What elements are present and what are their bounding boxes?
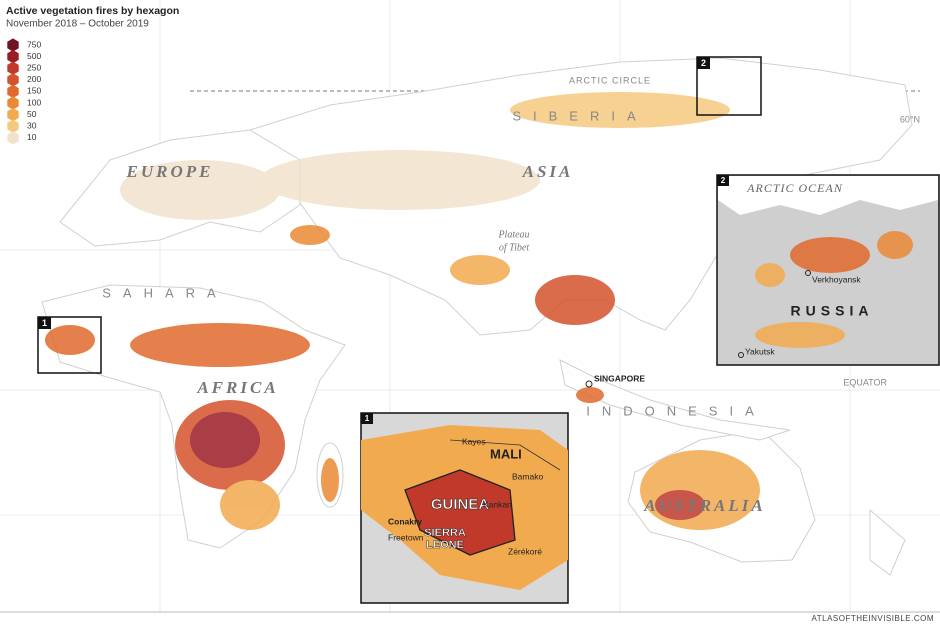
- ocean-label: ARCTIC OCEAN: [746, 181, 843, 195]
- legend-swatch: [7, 108, 19, 122]
- region-label: SIBERIA: [512, 108, 647, 123]
- inset-2: 2 ARCTIC OCEAN Verkhoyansk RUSSIA Yakuts…: [716, 174, 940, 366]
- legend-label: 150: [27, 86, 41, 96]
- credit: ATLASOFTHEINVISIBLE.COM: [812, 614, 934, 623]
- city-label: Kankan: [483, 499, 512, 509]
- fire-patch: [510, 92, 730, 128]
- equator-label: EQUATOR: [843, 377, 887, 387]
- inset-number-box: [717, 175, 729, 186]
- city-label: Zérékoré: [508, 546, 542, 556]
- city-label: Verkhoyansk: [812, 274, 861, 284]
- legend-label: 30: [27, 120, 37, 130]
- legend-swatch: [7, 50, 19, 64]
- city-label: Bamako: [512, 471, 543, 481]
- region-label: EUROPE: [126, 162, 214, 181]
- fire-patch: [450, 255, 510, 285]
- inset-number-box: [361, 413, 373, 424]
- city-label: Freetown: [388, 532, 424, 542]
- region-label: INDONESIA: [586, 403, 766, 418]
- city-label: Kayes: [462, 436, 486, 446]
- border: [404, 469, 516, 556]
- country-label: LEONE: [426, 539, 464, 551]
- inset-number-box: [697, 57, 710, 69]
- fire-patch: [576, 387, 604, 403]
- latitude-label: 60°N: [900, 114, 920, 124]
- fire-patch: [877, 231, 913, 259]
- fire-patch: [130, 323, 310, 367]
- legend-label: 200: [27, 74, 41, 84]
- city-marker: [805, 270, 811, 276]
- inset-number: 1: [42, 318, 47, 328]
- title: Active vegetation fires by hexagon: [6, 5, 179, 17]
- fire-patches: [45, 92, 760, 530]
- new-zealand: [869, 508, 906, 576]
- arctic-circle-label: ARCTIC CIRCLE: [569, 75, 651, 85]
- fire-patch: [790, 237, 870, 273]
- legend-swatch: [7, 73, 19, 87]
- fire-patch: [640, 450, 760, 530]
- region-label: Plateau: [497, 229, 529, 240]
- city-marker: [738, 352, 744, 358]
- legend-swatch: [7, 84, 19, 98]
- inset-number: 1: [365, 414, 370, 423]
- border: [449, 439, 561, 471]
- legend-swatch: [7, 119, 19, 133]
- fire-patch: [220, 480, 280, 530]
- fire-patch: [45, 325, 95, 355]
- legend-label: 10: [27, 132, 37, 142]
- legend-swatch: [7, 38, 19, 52]
- inset-number: 2: [721, 176, 726, 185]
- city-marker: [585, 380, 593, 388]
- inset-1: 1 MALI GUINEA SIERRA LEONE Kayes Bamako …: [360, 412, 569, 604]
- fire-patch: [321, 458, 339, 502]
- legend-label: 100: [27, 97, 41, 107]
- fire-patch: [535, 275, 615, 325]
- subtitle: November 2018 – October 2019: [6, 19, 149, 30]
- region-label: SAHARA: [102, 285, 227, 300]
- city-label: Yakutsk: [745, 346, 775, 356]
- fire-patch: [190, 412, 260, 468]
- fire-patch: [120, 160, 280, 220]
- country-label: SIERRA: [424, 527, 466, 539]
- legend-label: 50: [27, 109, 37, 119]
- ocean: [718, 176, 938, 215]
- fire-patch: [260, 150, 540, 210]
- region-label: of Tibet: [499, 242, 530, 253]
- fire-patch: [405, 470, 515, 555]
- fire-patch: [755, 322, 845, 348]
- legend-label: 750: [27, 39, 41, 49]
- region-label: AUSTRALIA: [643, 496, 765, 515]
- fire-patch: [655, 490, 705, 520]
- legend-label: 250: [27, 62, 41, 72]
- country-label: RUSSIA: [791, 303, 874, 319]
- city-label: Conakry: [388, 516, 422, 526]
- region-label: ASIA: [522, 162, 574, 181]
- legend-swatch: [7, 61, 19, 75]
- fire-patch: [290, 225, 330, 245]
- legend-swatch: [7, 131, 19, 145]
- city-label: SINGAPORE: [594, 373, 645, 383]
- fire-patch: [755, 263, 785, 287]
- inset-number-box: [38, 317, 51, 329]
- inset-number: 2: [701, 58, 706, 68]
- region-label: AFRICA: [196, 378, 278, 397]
- country-label: GUINEA: [431, 496, 490, 513]
- inset-locator: [37, 316, 102, 374]
- legend-swatch: [7, 96, 19, 110]
- map-labels: ARCTIC CIRCLE 60°N EUROPE ASIA SIBERIA P…: [102, 75, 934, 623]
- inset-locator: [696, 56, 762, 116]
- country-label: MALI: [490, 446, 522, 461]
- legend-label: 500: [27, 51, 41, 61]
